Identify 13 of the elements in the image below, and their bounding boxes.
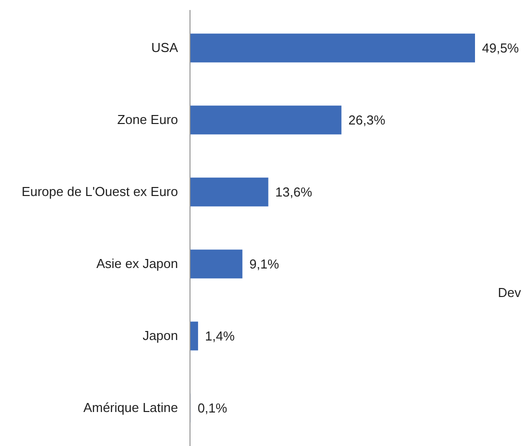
text: Dev: [498, 285, 522, 300]
data-label: 0,1%: [198, 400, 228, 416]
data-label: 49,5%: [482, 40, 520, 56]
data-label: 13,6%: [275, 184, 313, 200]
y-tick-label: Zone Euro: [117, 112, 178, 128]
y-tick-label: Asie ex Japon: [96, 256, 178, 272]
data-label: 1,4%: [205, 328, 236, 344]
data-label: 9,1%: [249, 256, 280, 272]
y-tick-label: Japon: [142, 328, 178, 344]
y-tick-label: USA: [151, 40, 178, 56]
data-label: 26,3%: [348, 112, 386, 128]
y-tick-label: Europe de L'Ouest ex Euro: [22, 184, 178, 200]
y-tick-label: Amérique Latine: [83, 400, 178, 416]
